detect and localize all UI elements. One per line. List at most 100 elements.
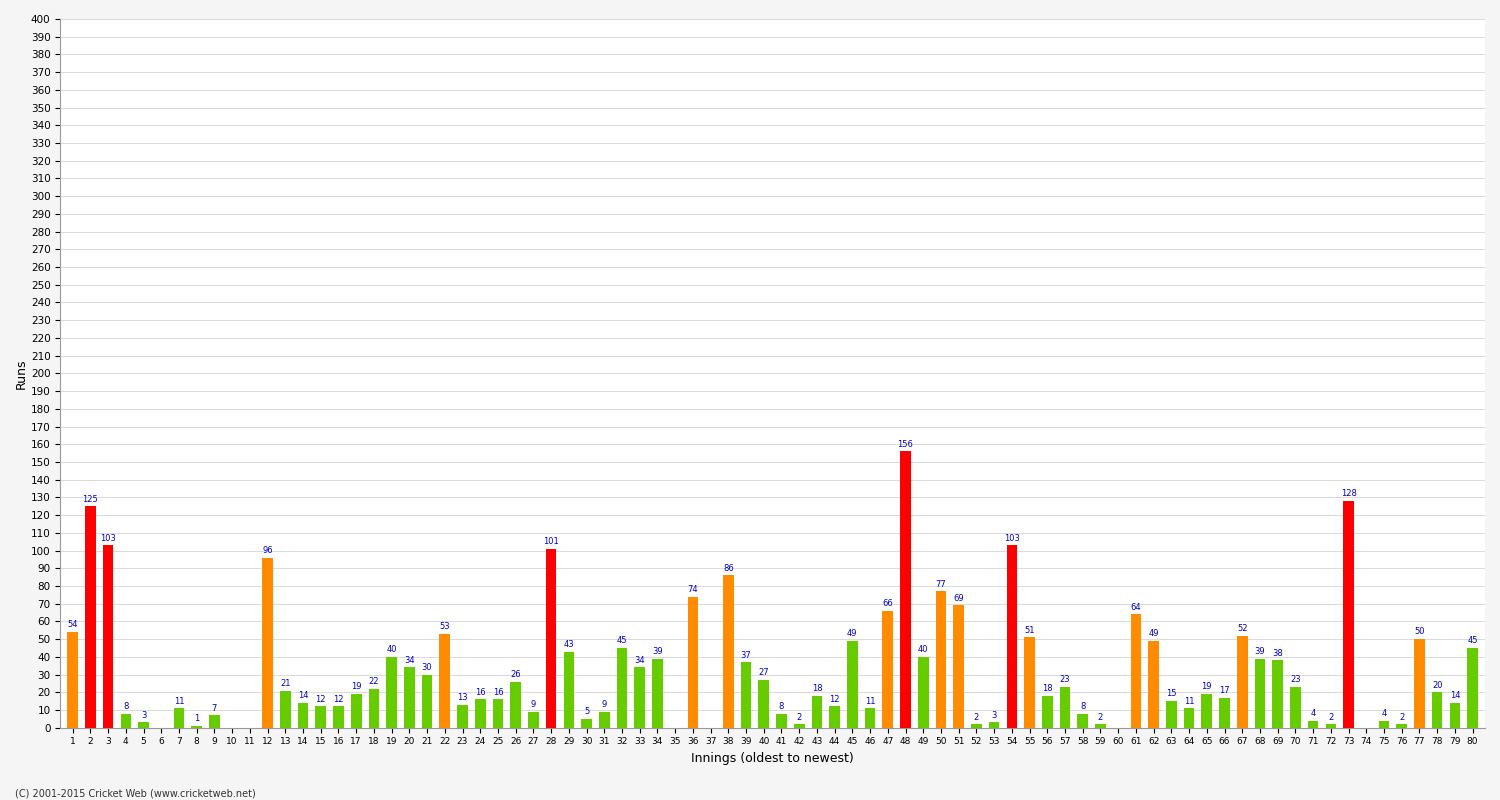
Text: 3: 3 xyxy=(141,710,146,720)
Text: 5: 5 xyxy=(584,707,590,716)
Text: 38: 38 xyxy=(1272,649,1282,658)
Bar xyxy=(759,680,770,728)
Bar xyxy=(174,708,184,728)
Text: 2: 2 xyxy=(1098,713,1102,722)
Bar xyxy=(794,724,804,728)
Bar xyxy=(351,694,361,728)
Text: 8: 8 xyxy=(1080,702,1086,711)
Bar xyxy=(1149,641,1160,728)
Y-axis label: Runs: Runs xyxy=(15,358,28,389)
Text: 4: 4 xyxy=(1382,709,1386,718)
Text: 64: 64 xyxy=(1131,602,1142,612)
Bar xyxy=(297,703,309,728)
Bar xyxy=(68,632,78,728)
Text: 19: 19 xyxy=(351,682,361,691)
Text: 12: 12 xyxy=(830,695,840,704)
Text: 39: 39 xyxy=(1254,647,1266,656)
Bar xyxy=(440,634,450,728)
Text: 8: 8 xyxy=(778,702,784,711)
Bar xyxy=(1095,724,1106,728)
Text: 43: 43 xyxy=(564,640,574,649)
Text: 17: 17 xyxy=(1220,686,1230,695)
Bar xyxy=(812,696,822,728)
Bar xyxy=(138,722,148,728)
Text: 15: 15 xyxy=(1166,690,1176,698)
Bar xyxy=(988,722,999,728)
Bar xyxy=(741,662,752,728)
Text: 50: 50 xyxy=(1414,627,1425,637)
Text: 34: 34 xyxy=(634,656,645,665)
Bar xyxy=(492,699,504,728)
Bar xyxy=(1326,724,1336,728)
Bar xyxy=(1290,687,1300,728)
Text: 2: 2 xyxy=(974,713,980,722)
Text: 8: 8 xyxy=(123,702,129,711)
Bar xyxy=(1396,724,1407,728)
Bar xyxy=(918,657,928,728)
Bar xyxy=(387,657,398,728)
Text: 26: 26 xyxy=(510,670,520,679)
Bar xyxy=(1184,708,1194,728)
Bar xyxy=(315,706,326,728)
X-axis label: Innings (oldest to newest): Innings (oldest to newest) xyxy=(692,752,853,765)
Bar xyxy=(1220,698,1230,728)
Bar xyxy=(262,558,273,728)
Bar xyxy=(847,641,858,728)
Bar xyxy=(865,708,876,728)
Text: 11: 11 xyxy=(1184,697,1194,706)
Bar xyxy=(510,682,520,728)
Bar xyxy=(936,591,946,728)
Text: 22: 22 xyxy=(369,677,380,686)
Bar xyxy=(830,706,840,728)
Text: 54: 54 xyxy=(68,620,78,630)
Text: 128: 128 xyxy=(1341,490,1356,498)
Text: 49: 49 xyxy=(847,630,858,638)
Text: 23: 23 xyxy=(1059,675,1071,684)
Bar xyxy=(1202,694,1212,728)
Bar xyxy=(634,667,645,728)
Text: 2: 2 xyxy=(1400,713,1404,722)
Text: 16: 16 xyxy=(492,688,504,697)
Text: 20: 20 xyxy=(1432,681,1443,690)
Text: 18: 18 xyxy=(812,684,822,693)
Text: 9: 9 xyxy=(531,700,536,709)
Bar xyxy=(652,658,663,728)
Text: 2: 2 xyxy=(796,713,802,722)
Bar xyxy=(458,705,468,728)
Text: 2: 2 xyxy=(1328,713,1334,722)
Bar xyxy=(954,606,964,728)
Text: 11: 11 xyxy=(174,697,184,706)
Text: 3: 3 xyxy=(992,710,998,720)
Bar xyxy=(1238,635,1248,728)
Text: 13: 13 xyxy=(458,693,468,702)
Text: 18: 18 xyxy=(1042,684,1053,693)
Bar xyxy=(1272,660,1282,728)
Text: 69: 69 xyxy=(954,594,964,603)
Bar xyxy=(209,715,219,728)
Text: 101: 101 xyxy=(543,537,560,546)
Text: 40: 40 xyxy=(387,645,398,654)
Bar xyxy=(598,712,609,728)
Text: 1: 1 xyxy=(194,714,200,723)
Text: 125: 125 xyxy=(82,494,99,503)
Text: 52: 52 xyxy=(1238,624,1248,633)
Bar xyxy=(723,575,734,728)
Text: 37: 37 xyxy=(741,650,752,659)
Bar xyxy=(687,597,698,728)
Text: 27: 27 xyxy=(759,668,770,678)
Text: 103: 103 xyxy=(1004,534,1020,542)
Bar xyxy=(1059,687,1071,728)
Bar xyxy=(120,714,130,728)
Bar xyxy=(546,549,556,728)
Text: 12: 12 xyxy=(333,695,344,704)
Bar xyxy=(564,651,574,728)
Bar xyxy=(280,690,291,728)
Text: 74: 74 xyxy=(687,585,698,594)
Text: 30: 30 xyxy=(422,663,432,672)
Bar xyxy=(1432,692,1443,728)
Bar xyxy=(86,506,96,728)
Bar xyxy=(369,689,380,728)
Bar xyxy=(580,719,592,728)
Text: 39: 39 xyxy=(652,647,663,656)
Bar xyxy=(882,610,892,728)
